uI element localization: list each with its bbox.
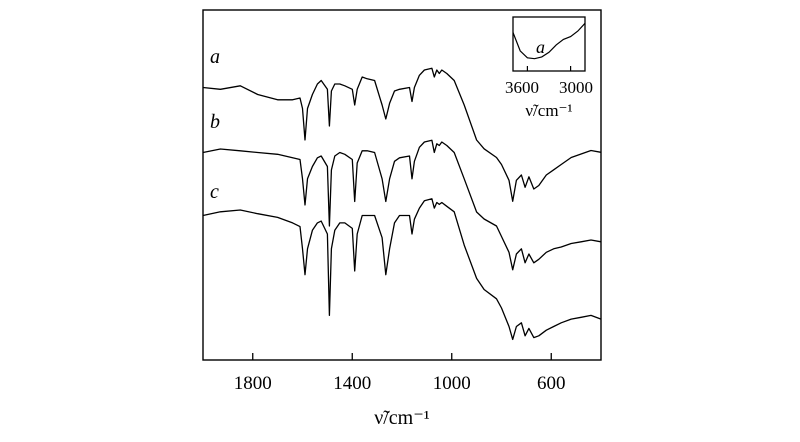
x-axis: 1800 1400 1000 600	[234, 353, 566, 394]
plot-area: a b c 1800 1400 1000 600	[202, 9, 602, 394]
plot-frame	[202, 9, 602, 361]
inset-series-line	[512, 22, 586, 60]
inset-series-label: a	[536, 37, 545, 57]
series-label-a: a	[210, 46, 220, 68]
series-labels: a b c	[210, 46, 220, 203]
x-tick-label-1400: 1400	[333, 373, 371, 394]
x-tick-label-1800: 1800	[234, 373, 272, 394]
series-layer	[202, 67, 602, 341]
series-line-b	[202, 139, 602, 271]
inset-frame	[512, 16, 586, 72]
series-line-a	[202, 67, 602, 202]
series-label-b: b	[210, 111, 220, 133]
series-line-c	[202, 198, 602, 341]
x-axis-label: ν̃/cm⁻¹	[374, 407, 430, 429]
inset-xlabel: ν̃/cm⁻¹	[525, 101, 572, 120]
inset-ticks: 3600 3000	[505, 66, 593, 97]
series-label-c: c	[210, 181, 219, 203]
inset-tick-label-3600: 3600	[505, 78, 539, 97]
x-tick-label-600: 600	[537, 373, 566, 394]
inset-tick-label-3000: 3000	[559, 78, 593, 97]
x-tick-label-1000: 1000	[433, 373, 471, 394]
inset-panel: a 3600 3000 ν̃/cm⁻¹	[505, 16, 593, 120]
